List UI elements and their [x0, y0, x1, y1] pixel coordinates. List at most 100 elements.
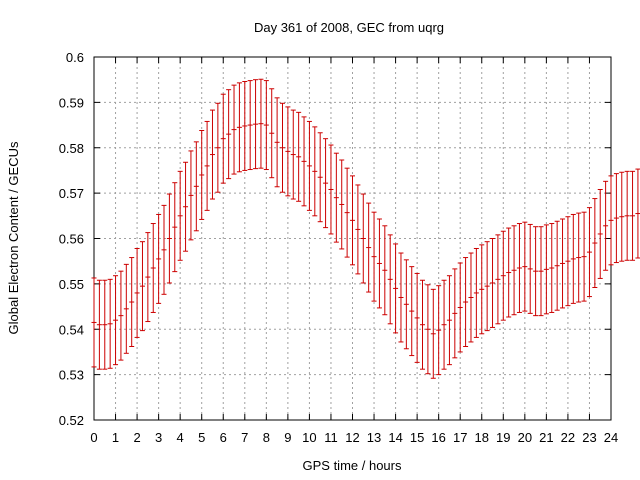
data-point — [387, 234, 393, 325]
data-point — [624, 170, 630, 261]
x-tick-label: 13 — [367, 430, 381, 445]
data-point — [371, 211, 377, 302]
data-point — [328, 144, 334, 235]
y-tick-label: 0.53 — [59, 368, 84, 383]
data-point — [463, 257, 469, 347]
x-tick-label: 18 — [475, 430, 489, 445]
data-point — [290, 109, 296, 200]
data-point — [468, 252, 474, 343]
data-point — [533, 226, 539, 317]
data-point — [457, 262, 463, 353]
x-tick-label: 21 — [539, 430, 553, 445]
data-point — [102, 279, 108, 370]
data-point — [279, 102, 285, 193]
data-point — [420, 279, 426, 370]
data-point — [301, 116, 307, 207]
data-point — [441, 279, 447, 370]
data-point — [96, 279, 102, 370]
data-point — [613, 173, 619, 264]
data-point — [312, 126, 318, 217]
data-point — [560, 218, 566, 309]
data-point — [414, 272, 420, 363]
y-tick-label: 0.6 — [66, 50, 84, 65]
y-tick-label: 0.55 — [59, 277, 84, 292]
data-point — [150, 223, 156, 313]
data-point — [608, 175, 614, 266]
data-point — [430, 288, 436, 379]
x-tick-label: 14 — [388, 430, 402, 445]
data-point — [576, 212, 582, 303]
x-tick-label: 10 — [302, 430, 316, 445]
data-point — [323, 138, 329, 229]
data-point — [113, 275, 119, 366]
x-tick-label: 3 — [155, 430, 162, 445]
data-point — [166, 193, 172, 284]
y-tick-labels: 0.52 0.53 0.54 0.55 0.56 0.57 0.58 0.59 0.6 — [59, 50, 84, 428]
data-point — [382, 225, 388, 316]
data-point — [139, 241, 145, 332]
y-tick-label: 0.56 — [59, 232, 84, 247]
data-point — [490, 238, 496, 328]
data-point — [242, 81, 248, 171]
data-point — [107, 278, 113, 369]
data-point — [296, 111, 302, 202]
data-point — [603, 180, 609, 271]
data-point — [543, 224, 549, 315]
data-point — [398, 252, 404, 343]
data-point — [446, 275, 452, 366]
data-point — [452, 268, 458, 359]
data-point — [409, 266, 415, 357]
data-point — [220, 93, 226, 184]
data-point — [506, 227, 512, 318]
data-point — [350, 175, 355, 266]
data-point — [522, 221, 528, 312]
ticks — [93, 56, 612, 421]
data-point — [204, 120, 210, 211]
data-point — [263, 80, 269, 171]
data-point — [581, 211, 587, 302]
y-axis-label: Global Electron Content / GECUs — [6, 141, 21, 334]
data-point — [500, 230, 506, 321]
data-point — [183, 161, 189, 252]
data-point — [177, 170, 183, 261]
data-point — [554, 220, 560, 311]
data-point — [344, 167, 350, 258]
x-tick-label: 19 — [496, 430, 510, 445]
x-tick-label: 9 — [284, 430, 291, 445]
data-point — [226, 89, 232, 180]
data-point — [436, 285, 442, 376]
data-point — [592, 198, 598, 289]
data-point — [495, 234, 501, 325]
data-point — [188, 150, 194, 241]
data-point — [339, 159, 345, 250]
data-point — [586, 207, 592, 298]
data-point — [193, 141, 199, 232]
data-point — [630, 170, 636, 261]
data-point — [156, 213, 162, 304]
data-point — [285, 106, 291, 197]
data-point — [511, 225, 517, 316]
y-tick-label: 0.58 — [59, 141, 84, 156]
data-point — [134, 247, 140, 338]
x-tick-label: 22 — [561, 430, 575, 445]
x-tick-label: 2 — [133, 430, 140, 445]
data-point — [145, 232, 151, 323]
data-point — [635, 168, 640, 259]
data-point — [231, 84, 237, 175]
x-tick-labels: 0 1 2 3 4 5 6 7 8 9 10 11 12 13 14 15 16 17 18 19 20 21 22 23 24 — [90, 430, 618, 445]
data-point — [565, 216, 571, 307]
x-tick-label: 12 — [345, 430, 359, 445]
x-tick-label: 6 — [220, 430, 227, 445]
data-point — [538, 226, 544, 317]
data-series — [91, 78, 640, 379]
data-point — [129, 257, 135, 347]
data-point — [91, 277, 97, 368]
chart-title: Day 361 of 2008, GEC from uqrg — [254, 20, 444, 35]
data-point — [317, 132, 323, 223]
x-tick-label: 11 — [324, 430, 338, 445]
data-point — [527, 223, 533, 314]
x-tick-label: 15 — [410, 430, 424, 445]
y-tick-label: 0.59 — [59, 95, 84, 110]
data-point — [247, 80, 253, 171]
